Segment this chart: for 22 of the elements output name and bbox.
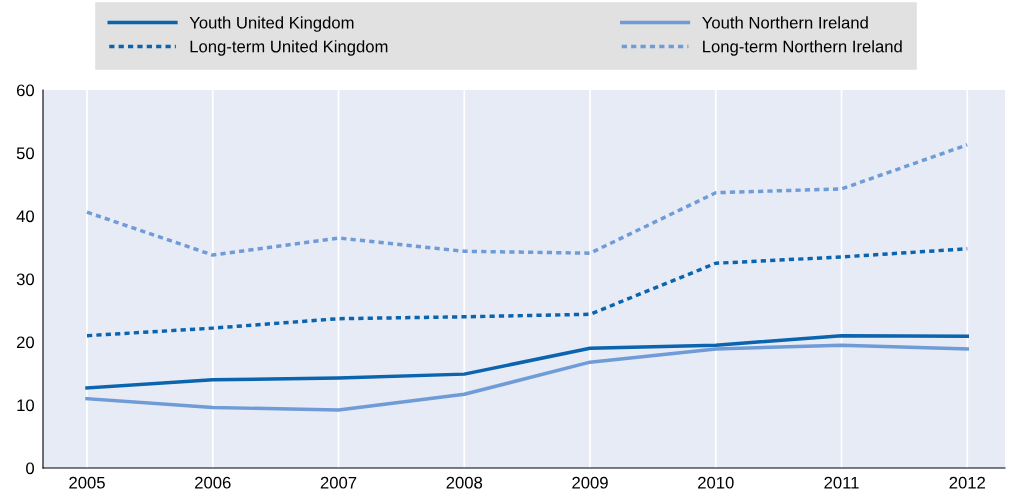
line-series bbox=[85, 333, 970, 390]
x-tick-label: 2007 bbox=[320, 476, 357, 489]
legend-label: Long-term Northern Ireland bbox=[703, 40, 902, 56]
x-tick-label: 2012 bbox=[949, 476, 985, 489]
x-tick-label: 2009 bbox=[572, 476, 608, 489]
y-tick-label: 50 bbox=[16, 147, 35, 160]
line-series bbox=[85, 143, 970, 257]
legend-label: Youth United Kingdom bbox=[189, 16, 354, 32]
legend-label: Youth Northern Ireland bbox=[702, 16, 868, 29]
x-tick-label: 2010 bbox=[698, 476, 734, 489]
y-tick-label: 20 bbox=[16, 336, 35, 349]
y-tick-label: 60 bbox=[16, 84, 35, 97]
legend-label: Long-term United Kingdom bbox=[190, 40, 388, 56]
y-tick-label: 10 bbox=[17, 399, 35, 412]
line-series bbox=[85, 343, 970, 412]
x-tick-label: 2011 bbox=[824, 476, 859, 489]
y-tick-label: 30 bbox=[16, 273, 35, 286]
y-tick-label: 40 bbox=[16, 210, 35, 223]
x-tick-label: 2005 bbox=[69, 476, 105, 489]
y-tick-label: 0 bbox=[26, 462, 35, 475]
x-tick-label: 2006 bbox=[195, 476, 231, 489]
x-tick-label: 2008 bbox=[446, 476, 483, 489]
